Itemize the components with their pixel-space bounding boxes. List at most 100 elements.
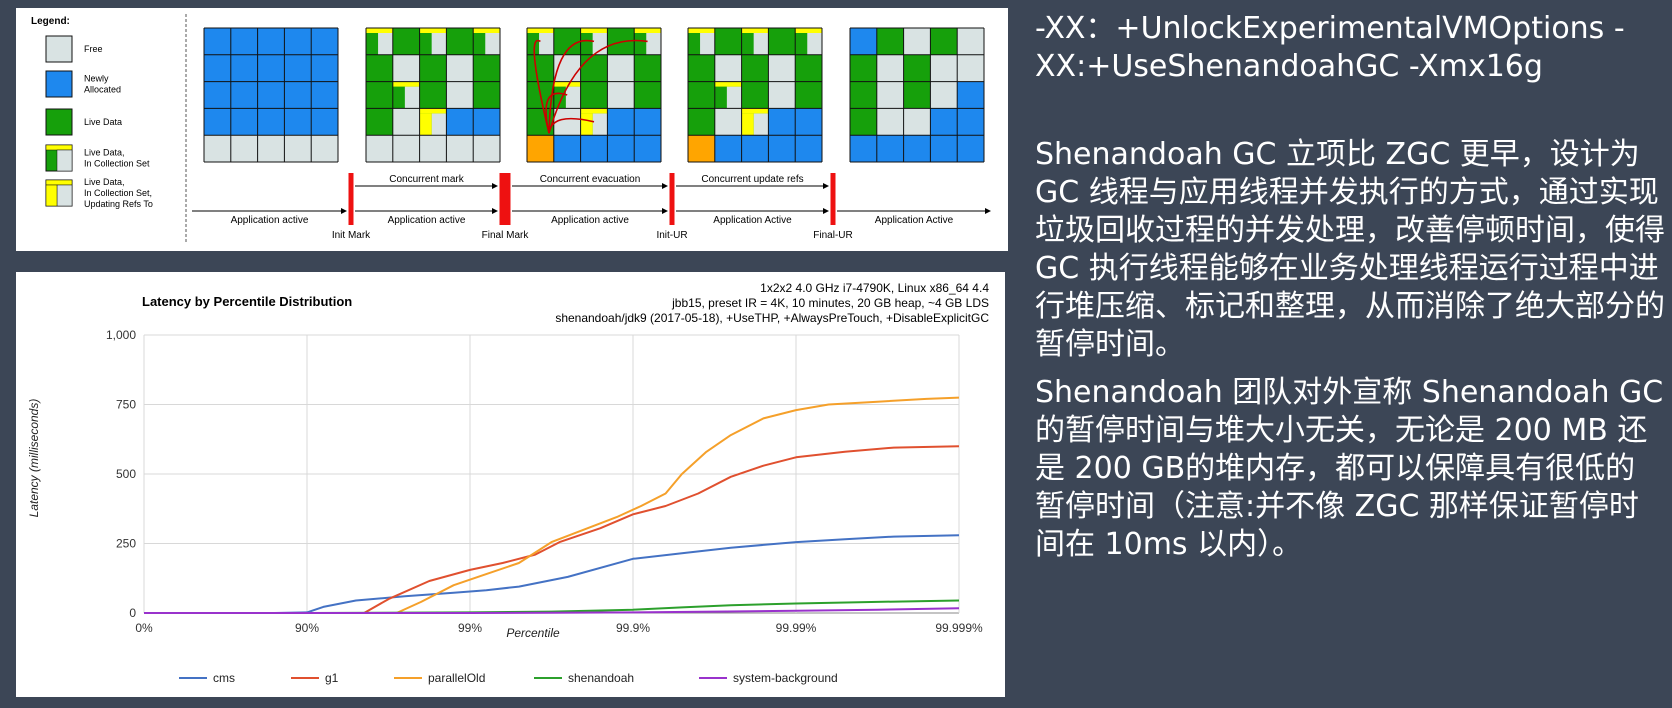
heap-region: [311, 81, 338, 109]
chart-subtitle-3: shenandoah/jdk9 (2017-05-18), +UseTHP, +…: [555, 311, 989, 325]
legend-label: cms: [213, 671, 235, 685]
heap-region: [366, 108, 393, 136]
timeline-upper-arrow-head: [492, 183, 498, 189]
heap-region: [634, 81, 661, 109]
series-line-system-background: [144, 607, 960, 614]
x-tick-label: 99%: [458, 621, 482, 635]
heap-region: [634, 135, 661, 162]
heap-region: [714, 135, 742, 162]
timeline-label: Application active: [231, 215, 309, 226]
heap-region: [311, 135, 338, 162]
heap-region: [850, 28, 877, 55]
heap-region: [311, 108, 338, 136]
heap-region: [957, 28, 984, 55]
heap-grid-5: [849, 27, 985, 163]
timeline-lower-arrow-head: [492, 208, 498, 214]
heap-region: [850, 81, 877, 109]
heap-region: [903, 135, 931, 162]
x-tick-label: 90%: [295, 621, 319, 635]
heap-region: [688, 54, 715, 82]
heap-region: [876, 28, 904, 55]
pause-marker: [348, 173, 354, 225]
legend-item-label: Live Data,: [84, 148, 125, 158]
x-axis-ticks: 0% 90% 99% 99.9% 99.99% 99.999%: [135, 621, 983, 635]
legend-swatch-band: [45, 144, 73, 151]
evacuation-arrow: [548, 117, 595, 134]
pause-label: Final Mark: [482, 230, 530, 241]
heap-region-free-part: [753, 113, 769, 136]
gc-phases-diagram: Legend: Free Newly Allocated Live Data Live …: [16, 8, 1008, 251]
heap-region: [284, 135, 312, 162]
chart-grid: [143, 334, 960, 614]
legend-item-label: Newly: [84, 74, 109, 84]
timeline-upper-arrow-head: [662, 183, 668, 189]
heap-region-free-part: [646, 33, 661, 55]
legend-title: Legend:: [31, 16, 70, 27]
heap-region: [230, 108, 258, 136]
heap-region: [903, 108, 931, 136]
heap-region: [930, 108, 958, 136]
legend-label: system-background: [733, 671, 838, 685]
heap-region: [580, 135, 608, 162]
heap-region-free-part: [565, 86, 581, 109]
heap-region: [580, 81, 608, 109]
timeline-lower-arrow-head: [823, 208, 829, 214]
evacuation-arrow: [545, 92, 568, 134]
heap-region-cset-band: [527, 28, 554, 33]
heap-region: [607, 81, 635, 109]
heap-region-free-part: [592, 33, 608, 55]
heap-region: [714, 28, 742, 55]
y-tick-label: 1,000: [106, 328, 136, 342]
heap-region-cset-band: [553, 81, 581, 87]
heap-region-free-part: [592, 113, 608, 136]
heap-region: [741, 135, 769, 162]
legend-swatch-band: [45, 179, 73, 186]
heap-region-free-part: [485, 33, 500, 55]
heap-region: [768, 81, 796, 109]
heap-region: [366, 81, 393, 109]
heap-region: [553, 135, 581, 162]
heap-region: [204, 135, 231, 162]
heap-region: [930, 81, 958, 109]
evacuation-arrow: [548, 39, 648, 134]
jvm-options: -XX：+UnlockExperimentalVMOptions -XX:+Us…: [1035, 11, 1625, 84]
timeline: Application active Application active Appl…: [192, 173, 991, 241]
chart-legend-item-system-background: system-background: [699, 671, 838, 685]
heap-region: [284, 54, 312, 82]
pause-label: Final-UR: [813, 230, 852, 241]
legend-item-label: Free: [84, 44, 103, 54]
heap-region: [257, 108, 285, 136]
heap-region: [473, 108, 500, 136]
heap-region: [634, 108, 661, 136]
heap-region: [768, 135, 796, 162]
heap-region-cset-band: [366, 28, 393, 33]
evacuation-arrow: [533, 39, 550, 134]
heap-region: [230, 54, 258, 82]
heap-region-update-part: [741, 113, 754, 136]
heap-region: [795, 81, 822, 109]
legend-item-free: Free: [45, 35, 103, 63]
heap-region: [366, 54, 393, 82]
chart-title: Latency by Percentile Distribution: [142, 294, 352, 309]
heap-region: [204, 108, 231, 136]
heap-region: [876, 108, 904, 136]
evacuation-arrows: [533, 39, 648, 134]
heap-region: [795, 108, 822, 136]
series-line-cms: [144, 534, 960, 614]
heap-region: [257, 135, 285, 162]
heap-region-free-part: [431, 113, 447, 136]
x-tick-label: 0%: [135, 621, 153, 635]
heap-region: [284, 81, 312, 109]
y-axis-ticks: 0 250 500 750 1,000: [106, 328, 136, 620]
heap-region: [957, 54, 984, 82]
y-axis-label: Latency (milliseconds): [27, 399, 41, 518]
timeline-label: Concurrent evacuation: [540, 174, 641, 185]
heap-region: [903, 81, 931, 109]
legend-swatch-yellow: [45, 184, 58, 207]
series-line-g1: [144, 445, 960, 614]
heap-region: [634, 54, 661, 82]
chart-legend-item-g1: g1: [291, 671, 339, 685]
heap-region-cset-band: [741, 28, 769, 33]
heap-region: [230, 81, 258, 109]
description-text: -XX：+UnlockExperimentalVMOptions -XX:+Us…: [1035, 10, 1665, 564]
